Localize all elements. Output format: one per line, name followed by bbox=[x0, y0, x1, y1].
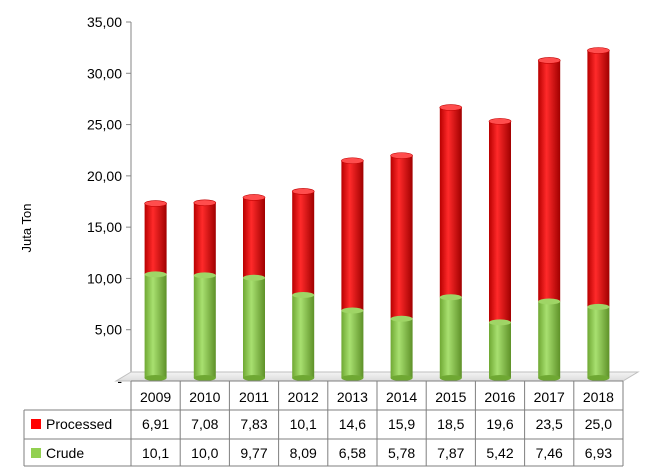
bar-processed bbox=[538, 60, 561, 302]
bar-crude-base bbox=[538, 375, 561, 381]
y-tick-label: 20,00 bbox=[87, 168, 122, 184]
bar-crude-base bbox=[193, 375, 216, 381]
x-tick-label: 2013 bbox=[337, 389, 368, 405]
data-label: 23,5 bbox=[536, 416, 563, 432]
y-tick-label: 5,00 bbox=[95, 322, 122, 338]
data-label: 6,58 bbox=[339, 445, 366, 461]
y-tick-label: 25,00 bbox=[87, 117, 122, 133]
bar-segment-joint bbox=[587, 303, 610, 310]
bar-crude-base bbox=[243, 375, 265, 381]
bar-processed bbox=[341, 160, 364, 311]
bar-processed bbox=[587, 50, 610, 307]
bar-segment-joint bbox=[390, 315, 413, 322]
bar-crude bbox=[243, 277, 265, 378]
bar-crude-base bbox=[587, 375, 610, 381]
bar-processed bbox=[193, 202, 216, 276]
bar-crude-base bbox=[144, 375, 167, 381]
bar-crude bbox=[341, 310, 364, 378]
bar-processed bbox=[439, 107, 462, 298]
data-label: 7,87 bbox=[437, 445, 464, 461]
data-label: 8,09 bbox=[290, 445, 317, 461]
bar-processed-top bbox=[144, 200, 167, 207]
bar-processed bbox=[243, 197, 265, 278]
bar-segment-joint bbox=[439, 294, 462, 301]
x-tick-label: 2018 bbox=[583, 389, 614, 405]
bar-crude-base bbox=[439, 375, 462, 381]
data-label: 6,93 bbox=[585, 445, 612, 461]
bar-crude bbox=[489, 322, 511, 378]
y-axis-label: Juta Ton bbox=[19, 204, 34, 253]
data-label: 10,1 bbox=[290, 416, 317, 432]
data-label: 10,0 bbox=[191, 445, 218, 461]
data-label: 14,6 bbox=[339, 416, 366, 432]
legend-label: Crude bbox=[46, 445, 84, 461]
bar-crude-base bbox=[390, 375, 413, 381]
y-tick-label: 10,00 bbox=[87, 270, 122, 286]
bar-segment-joint bbox=[193, 272, 216, 279]
data-label: 7,46 bbox=[536, 445, 563, 461]
x-tick-label: 2015 bbox=[435, 389, 466, 405]
bar-crude-base bbox=[489, 375, 511, 381]
x-tick-label: 2009 bbox=[140, 389, 171, 405]
y-tick-label: 30,00 bbox=[87, 65, 122, 81]
bar-processed bbox=[144, 203, 167, 275]
bar-processed-top bbox=[390, 152, 413, 159]
data-label: 15,9 bbox=[388, 416, 415, 432]
bar-processed bbox=[390, 155, 413, 319]
data-label: 5,78 bbox=[388, 445, 415, 461]
bar-processed bbox=[489, 121, 511, 323]
data-label: 7,08 bbox=[191, 416, 218, 432]
bar-processed-top bbox=[341, 157, 364, 165]
bar-crude bbox=[439, 297, 462, 378]
data-label: 25,0 bbox=[585, 416, 612, 432]
bar-processed-top bbox=[537, 57, 561, 64]
bar-crude bbox=[292, 295, 315, 378]
legend-label: Processed bbox=[46, 416, 112, 432]
bar-crude-base bbox=[341, 375, 364, 381]
bar-segment-joint bbox=[341, 307, 364, 314]
x-tick-label: 2012 bbox=[288, 389, 319, 405]
bar-crude bbox=[144, 274, 167, 378]
data-label: 18,5 bbox=[437, 416, 464, 432]
data-label: 7,83 bbox=[240, 416, 267, 432]
bar-crude bbox=[538, 301, 561, 378]
bar-segment-joint bbox=[144, 271, 167, 278]
bar-processed-top bbox=[439, 104, 463, 111]
bar-segment-joint bbox=[292, 292, 315, 299]
data-label: 19,6 bbox=[486, 416, 513, 432]
bar-crude bbox=[193, 275, 216, 378]
x-tick-label: 2011 bbox=[239, 389, 269, 405]
bar-crude-base bbox=[292, 375, 315, 381]
bar-segment-joint bbox=[538, 298, 561, 305]
bar-processed-top bbox=[587, 47, 610, 54]
bar-processed-top bbox=[242, 194, 266, 201]
data-label: 10,1 bbox=[142, 445, 169, 461]
bar-processed-top bbox=[193, 199, 217, 207]
legend-swatch bbox=[31, 419, 41, 429]
legend-swatch bbox=[31, 448, 41, 458]
y-tick-label: 35,00 bbox=[87, 14, 122, 30]
data-label: 6,91 bbox=[142, 416, 169, 432]
bar-segment-joint bbox=[489, 319, 511, 326]
bar-processed-top bbox=[488, 118, 512, 125]
data-label: 5,42 bbox=[486, 445, 513, 461]
x-tick-label: 2010 bbox=[189, 389, 220, 405]
x-tick-label: 2016 bbox=[484, 389, 515, 405]
x-tick-label: 2014 bbox=[386, 389, 417, 405]
bar-crude bbox=[587, 306, 610, 378]
bar-processed-top bbox=[291, 188, 315, 195]
bar-segment-joint bbox=[243, 274, 265, 281]
x-tick-label: 2017 bbox=[534, 389, 565, 405]
bar-processed bbox=[292, 191, 315, 296]
data-label: 9,77 bbox=[240, 445, 267, 461]
bar-crude bbox=[390, 318, 413, 378]
y-tick-label: 15,00 bbox=[87, 219, 122, 235]
